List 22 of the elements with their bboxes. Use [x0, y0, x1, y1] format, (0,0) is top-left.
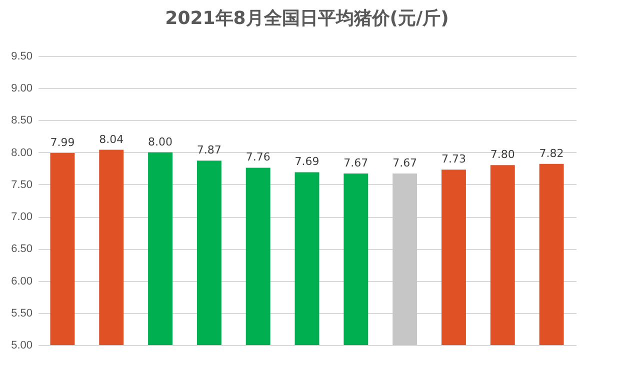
chart-title: 2021年8月全国日平均猪价(元/斤) — [165, 8, 449, 29]
y-tick-label: 9.00 — [11, 82, 32, 95]
y-tick-label: 5.50 — [11, 307, 32, 320]
data-label: 7.67 — [344, 156, 368, 170]
data-label: 7.87 — [196, 144, 222, 157]
y-tick-label: 6.50 — [11, 243, 32, 256]
data-label: 7.80 — [490, 148, 515, 162]
data-label: 7.82 — [539, 146, 564, 160]
data-label: 7.76 — [246, 150, 270, 164]
data-label: 7.69 — [294, 155, 320, 168]
data-label: 8.00 — [148, 135, 173, 148]
y-tick-label: 8.00 — [11, 146, 32, 159]
y-tick-label: 9.50 — [11, 50, 32, 62]
data-label: 8.04 — [99, 132, 124, 146]
y-tick-label: 6.00 — [11, 275, 32, 288]
y-tick-label: 8.50 — [11, 114, 32, 127]
data-label: 7.67 — [392, 156, 418, 170]
data-label: 7.99 — [50, 136, 75, 149]
y-tick-label: 7.50 — [11, 178, 32, 191]
y-tick-label: 7.00 — [11, 211, 32, 224]
y-tick-label: 5.00 — [11, 340, 32, 352]
data-label: 7.73 — [441, 152, 466, 166]
